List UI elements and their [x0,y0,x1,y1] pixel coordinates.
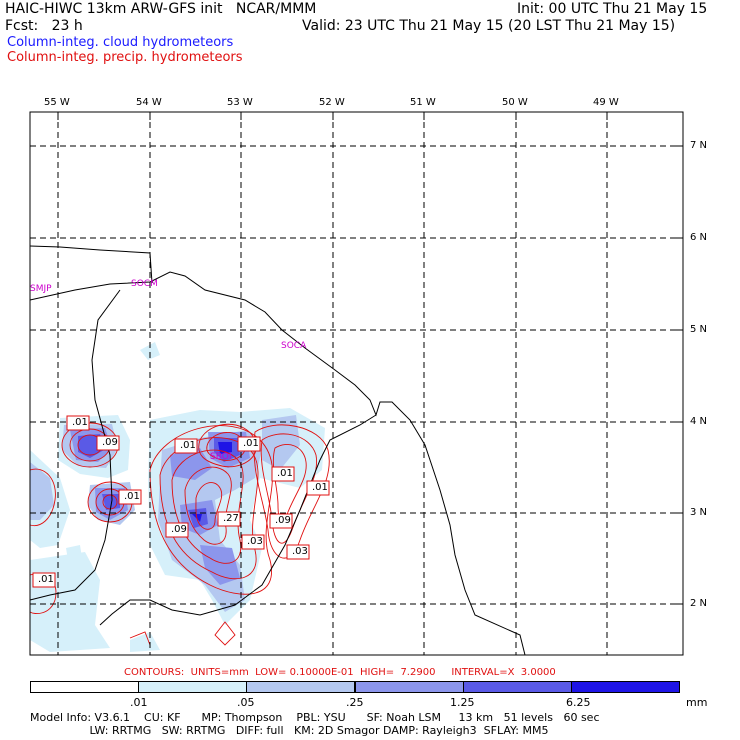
lat-lon-grid [30,112,683,655]
lon-label: 55 W [44,97,70,108]
station-label: SMJP [30,284,52,294]
contour-label-boxes [32,415,330,588]
station-label: SOCA [281,341,307,351]
colorbar-swatch [246,681,356,693]
model-info-line2: LW: RRTMG SW: RRTMG DIFF: full KM: 2D Sm… [30,724,549,737]
lon-label: 51 W [410,97,436,108]
contour-label: .09 [171,524,187,535]
colorbar-label: .05 [237,696,255,709]
contour-label: .01 [277,468,293,479]
map-frame [29,111,684,656]
colorbar-label: 6.25 [566,696,591,709]
cloud-shading [30,342,325,652]
colorbar-swatch [354,681,464,693]
legend-precip: Column-integ. precip. hydrometeors [7,50,243,65]
contour-label: .01 [124,491,140,502]
contour-label: .01 [312,482,328,493]
coastlines [29,245,526,656]
contour-label: .03 [292,546,308,557]
contour-label: .01 [72,417,88,428]
contour-label: .03 [247,536,263,547]
header-title: HAIC-HIWC 13km ARW-GFS init NCAR/MMM [5,1,317,17]
frame-ticks [57,112,683,605]
lon-label: 52 W [319,97,345,108]
contour-label: .27 [223,513,239,524]
contour-label: .09 [275,515,291,526]
colorbar-swatch [30,681,140,693]
contour-info: CONTOURS: UNITS=mm LOW= 0.10000E-01 HIGH… [124,667,556,678]
colorbar-swatch [138,681,248,693]
model-info-line1: Model Info: V3.6.1 CU: KF MP: Thompson P… [30,711,600,724]
lat-label: 5 N [690,324,708,335]
colorbar-label: .25 [346,696,364,709]
init-time: Init: 00 UTC Thu 21 May 15 [517,1,708,17]
colorbar-unit: mm [686,696,708,709]
lat-label: 6 N [690,232,708,243]
legend-cloud: Column-integ. cloud hydrometeors [7,35,234,50]
lat-label: 3 N [690,507,708,518]
station-label: SBOI [210,452,232,462]
colorbar-swatch [462,681,572,693]
valid-time: Valid: 23 UTC Thu 21 May 15 (20 LST Thu … [302,18,676,34]
lat-label: 7 N [690,140,708,151]
lon-label: 53 W [227,97,253,108]
contour-label: .01 [243,438,259,449]
lon-label: 49 W [593,97,619,108]
contour-label: .01 [180,440,196,451]
colorbar-label: .01 [130,696,148,709]
lon-label: 54 W [136,97,162,108]
lat-label: 4 N [690,416,708,427]
contour-label: .01 [38,574,54,585]
colorbar-swatch [570,681,680,693]
colorbar-label: 1.25 [450,696,475,709]
forecast-hour: Fcst: 23 h [5,18,83,34]
station-label: SOCM [131,279,158,289]
lat-label: 2 N [690,598,708,609]
lon-label: 50 W [502,97,528,108]
contour-label: .09 [102,437,118,448]
